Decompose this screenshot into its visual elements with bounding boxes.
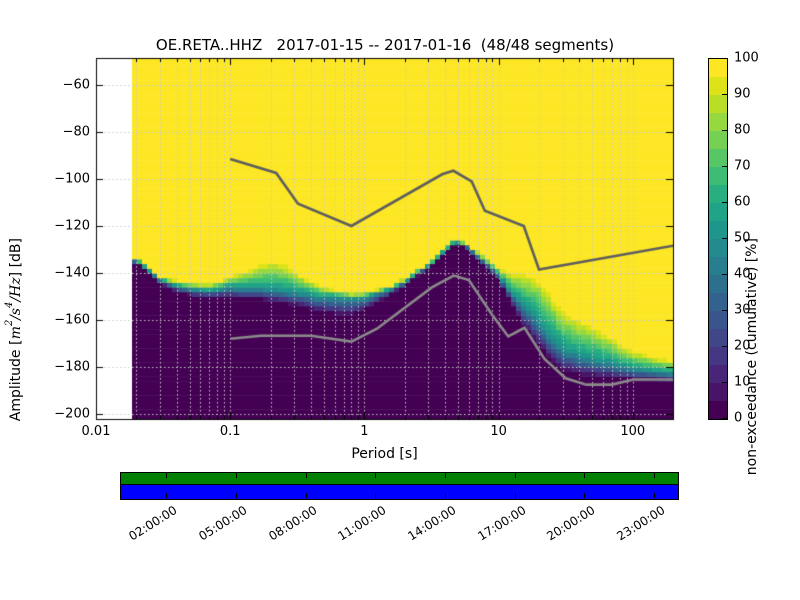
coverage-green-strip [121, 473, 678, 485]
colorbar-block [709, 274, 727, 293]
colorbar-tick [722, 274, 727, 275]
coverage-tick-top [653, 473, 655, 478]
colorbar-tick-label: 90 [734, 86, 751, 102]
colorbar [708, 58, 728, 420]
colorbar-tick-label: 40 [734, 266, 751, 282]
y-axis-label-part: s4 [4, 301, 24, 316]
colorbar-block [709, 148, 727, 167]
colorbar-tick-label: 50 [734, 230, 751, 246]
colorbar-tick [722, 166, 727, 167]
colorbar-block [709, 58, 727, 77]
colorbar-tick-label: 70 [734, 158, 751, 174]
colorbar-block [709, 76, 727, 95]
colorbar-block [709, 238, 727, 257]
colorbar-block [709, 364, 727, 383]
colorbar-block [709, 292, 727, 311]
colorbar-tick [722, 346, 727, 347]
coverage-tick-top [305, 473, 307, 478]
coverage-tick-bottom [166, 493, 168, 498]
chart-title: OE.RETA..HHZ 2017-01-15 -- 2017-01-16 (4… [155, 36, 615, 54]
coverage-tick-top [375, 473, 377, 478]
y-tick-label: −100 [54, 171, 90, 187]
colorbar-tick-label: 30 [734, 302, 751, 318]
y-tick-label: −160 [54, 312, 90, 328]
y-tick-label: −120 [54, 218, 90, 234]
y-axis-label-part: / [7, 315, 24, 320]
coverage-tick-bottom [514, 493, 516, 498]
y-tick-label: −200 [54, 406, 90, 422]
coverage-bar [120, 472, 679, 500]
y-axis-label-part: ] [dB] [7, 238, 24, 278]
y-axis-label-part: Hz [7, 277, 24, 297]
y-axis-label-part: m2 [4, 319, 24, 340]
coverage-tick-bottom [375, 493, 377, 498]
coverage-tick-bottom [584, 493, 586, 498]
coverage-tick-top [514, 473, 516, 478]
coverage-tick-top [444, 473, 446, 478]
colorbar-tick [722, 310, 727, 311]
colorbar-tick [722, 418, 727, 419]
coverage-tick-top [584, 473, 586, 478]
colorbar-block [709, 94, 727, 113]
x-tick-label: 100 [620, 424, 646, 439]
y-axis-label: Amplitude [m2/s4/Hz] [dB] [4, 238, 24, 421]
colorbar-tick-label: 10 [734, 374, 751, 390]
colorbar-block [709, 328, 727, 347]
colorbar-tick-label: 100 [734, 50, 759, 66]
y-axis-label-part: Amplitude [ [7, 339, 24, 422]
colorbar-block [709, 166, 727, 185]
x-tick-label: 1 [360, 424, 369, 439]
y-tick-label: −140 [54, 265, 90, 281]
colorbar-block [709, 346, 727, 365]
y-axis-label-part: / [7, 296, 24, 302]
coverage-tick-top [236, 473, 238, 478]
colorbar-block [709, 400, 727, 419]
x-tick-label: 0.1 [219, 424, 241, 439]
colorbar-tick [722, 94, 727, 95]
colorbar-tick [722, 238, 727, 239]
colorbar-tick [722, 130, 727, 131]
y-tick-label: −80 [62, 124, 90, 140]
coverage-blue-strip [121, 485, 678, 499]
colorbar-label: non-exceedance (cumulative) [%] [744, 238, 760, 476]
colorbar-block [709, 202, 727, 221]
colorbar-block [709, 256, 727, 275]
coverage-tick-top [166, 473, 168, 478]
colorbar-tick [722, 382, 727, 383]
colorbar-tick [722, 202, 727, 203]
coverage-tick-bottom [305, 493, 307, 498]
colorbar-block [709, 130, 727, 149]
x-axis-label: Period [s] [351, 446, 418, 462]
colorbar-tick-label: 20 [734, 338, 751, 354]
coverage-tick-bottom [236, 493, 238, 498]
coverage-tick-bottom [444, 493, 446, 498]
colorbar-tick [722, 58, 727, 59]
colorbar-block [709, 382, 727, 401]
coverage-tick-bottom [653, 493, 655, 498]
colorbar-tick-label: 60 [734, 194, 751, 210]
colorbar-block [709, 220, 727, 239]
colorbar-block [709, 112, 727, 131]
colorbar-tick-label: 0 [734, 410, 743, 426]
y-tick-label: −60 [62, 77, 90, 93]
x-tick-label: 10 [490, 424, 507, 439]
colorbar-block [709, 310, 727, 329]
colorbar-tick-label: 80 [734, 122, 751, 138]
y-tick-label: −180 [54, 359, 90, 375]
colorbar-block [709, 184, 727, 203]
x-tick-label: 0.01 [81, 424, 111, 439]
